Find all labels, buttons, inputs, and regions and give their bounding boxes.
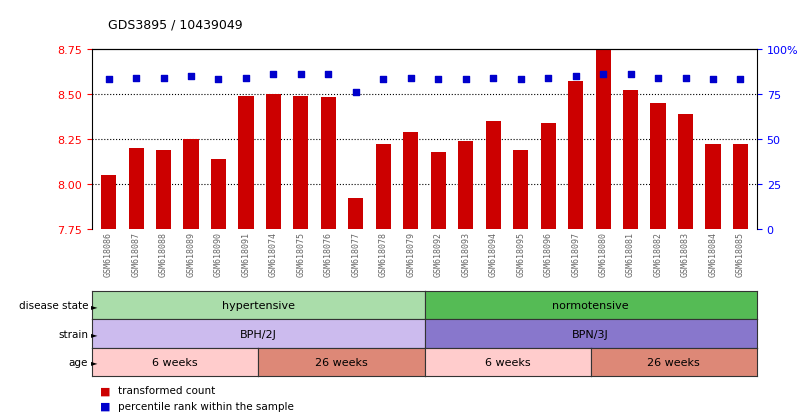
Point bbox=[349, 90, 362, 96]
Bar bbox=[513, 150, 528, 230]
Bar bbox=[431, 152, 446, 230]
Text: hypertensive: hypertensive bbox=[222, 301, 295, 311]
Text: BPH/2J: BPH/2J bbox=[239, 329, 277, 339]
Bar bbox=[403, 133, 418, 230]
Point bbox=[130, 75, 143, 82]
Point bbox=[679, 75, 692, 82]
Bar bbox=[650, 104, 666, 230]
Point bbox=[405, 75, 417, 82]
Bar bbox=[239, 96, 253, 230]
Bar bbox=[706, 145, 721, 230]
Text: normotensive: normotensive bbox=[553, 301, 629, 311]
Point bbox=[239, 75, 252, 82]
Bar bbox=[458, 141, 473, 230]
Point bbox=[157, 75, 170, 82]
Bar bbox=[293, 96, 308, 230]
Point bbox=[103, 77, 115, 83]
Point bbox=[487, 75, 500, 82]
Bar bbox=[128, 149, 143, 230]
Bar bbox=[485, 121, 501, 230]
Text: GDS3895 / 10439049: GDS3895 / 10439049 bbox=[108, 19, 243, 31]
Point bbox=[734, 77, 747, 83]
Point bbox=[652, 75, 665, 82]
Bar bbox=[678, 114, 693, 230]
Bar bbox=[156, 150, 171, 230]
Point bbox=[432, 77, 445, 83]
Point bbox=[377, 77, 390, 83]
Point bbox=[295, 71, 308, 78]
Text: ►: ► bbox=[91, 301, 97, 310]
Text: 26 weeks: 26 weeks bbox=[315, 357, 368, 367]
Bar bbox=[568, 82, 583, 230]
Text: percentile rank within the sample: percentile rank within the sample bbox=[118, 401, 294, 411]
Point bbox=[184, 73, 197, 80]
Text: disease state: disease state bbox=[18, 301, 88, 311]
Bar bbox=[266, 95, 281, 230]
Bar bbox=[101, 176, 116, 230]
Bar bbox=[321, 98, 336, 230]
Point bbox=[706, 77, 719, 83]
Bar bbox=[596, 26, 610, 230]
Point bbox=[570, 73, 582, 80]
Text: transformed count: transformed count bbox=[118, 385, 215, 395]
Point bbox=[624, 71, 637, 78]
Point bbox=[514, 77, 527, 83]
Bar bbox=[541, 123, 556, 230]
Bar bbox=[376, 145, 391, 230]
Text: ■: ■ bbox=[100, 385, 111, 395]
Text: 6 weeks: 6 weeks bbox=[485, 357, 530, 367]
Text: BPN/3J: BPN/3J bbox=[573, 329, 609, 339]
Bar bbox=[733, 145, 748, 230]
Bar bbox=[183, 140, 199, 230]
Bar bbox=[623, 91, 638, 230]
Bar bbox=[348, 199, 364, 230]
Text: 26 weeks: 26 weeks bbox=[647, 357, 700, 367]
Text: ►: ► bbox=[91, 329, 97, 338]
Text: age: age bbox=[69, 357, 88, 367]
Point bbox=[541, 75, 554, 82]
Text: ■: ■ bbox=[100, 401, 111, 411]
Text: 6 weeks: 6 weeks bbox=[152, 357, 198, 367]
Point bbox=[322, 71, 335, 78]
Text: ►: ► bbox=[91, 357, 97, 366]
Point bbox=[212, 77, 225, 83]
Point bbox=[267, 71, 280, 78]
Text: strain: strain bbox=[58, 329, 88, 339]
Bar bbox=[211, 159, 226, 230]
Point bbox=[459, 77, 472, 83]
Point bbox=[597, 71, 610, 78]
